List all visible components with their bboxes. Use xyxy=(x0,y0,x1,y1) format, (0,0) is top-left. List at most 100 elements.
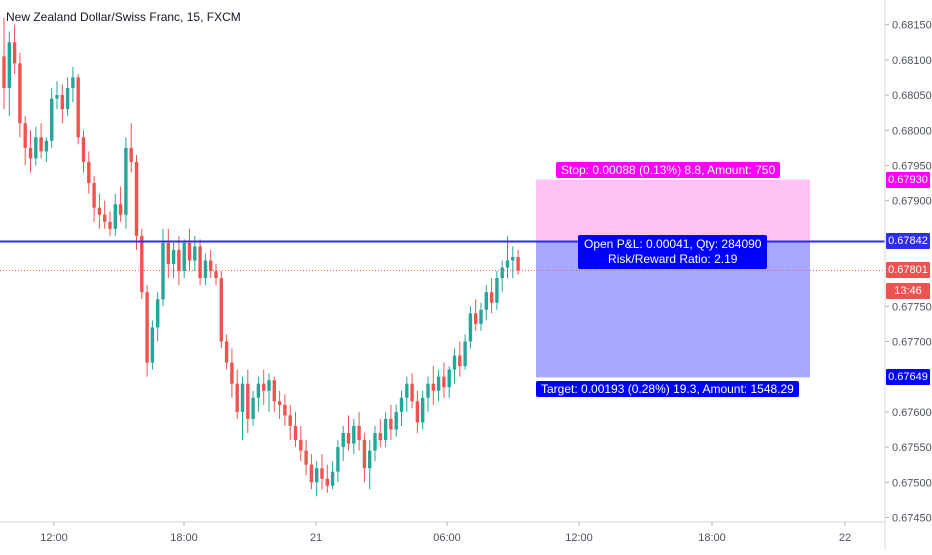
candle xyxy=(177,235,181,286)
candle-body xyxy=(219,278,223,342)
candle xyxy=(7,31,11,117)
candle xyxy=(214,264,218,286)
candle-body xyxy=(240,383,245,412)
y-tick-label: 0.68050 xyxy=(892,90,932,102)
candle xyxy=(267,373,271,412)
candle xyxy=(182,239,186,279)
candle-body xyxy=(76,77,80,138)
candle-body xyxy=(447,369,451,388)
candle xyxy=(18,52,22,138)
candle xyxy=(145,285,149,377)
candle-body xyxy=(272,380,276,402)
candle-body xyxy=(230,362,234,384)
candle xyxy=(368,440,372,490)
candle xyxy=(293,411,298,448)
candle xyxy=(161,228,165,307)
candle xyxy=(28,130,33,173)
candle xyxy=(118,186,123,222)
candle-body xyxy=(251,397,255,419)
risk-reward-line: Risk/Reward Ratio: 2.19 xyxy=(608,252,738,266)
candle-body xyxy=(156,299,160,328)
candle-body xyxy=(277,401,282,405)
candle xyxy=(256,376,261,412)
candle-body xyxy=(71,77,75,89)
candle xyxy=(224,334,229,370)
candle-body xyxy=(129,147,133,162)
candle-body xyxy=(198,246,202,279)
candle-body xyxy=(39,137,43,152)
candle-body xyxy=(315,468,319,483)
candle-body xyxy=(474,313,478,324)
y-tick-label: 0.67500 xyxy=(892,477,932,489)
x-tick-label: 12:00 xyxy=(40,532,68,544)
candle-body xyxy=(452,355,457,370)
candle-body xyxy=(378,432,382,441)
candle xyxy=(81,130,86,173)
candle-body xyxy=(108,221,112,229)
candle-body xyxy=(383,418,388,441)
candle xyxy=(426,376,430,412)
candle xyxy=(336,440,340,483)
candle-body xyxy=(352,425,356,444)
candle xyxy=(44,137,49,162)
candle xyxy=(251,390,255,426)
candle-body xyxy=(203,260,208,279)
candle-body xyxy=(394,411,398,430)
candle xyxy=(209,249,213,279)
candle-body xyxy=(304,450,308,465)
candle-body xyxy=(44,140,49,152)
candle xyxy=(219,271,223,349)
candle-body xyxy=(23,123,27,148)
candle xyxy=(71,66,75,103)
candle-body xyxy=(442,376,446,388)
candle-body xyxy=(193,246,197,261)
candle-body xyxy=(103,214,107,222)
candle-body xyxy=(458,355,462,367)
candle-body xyxy=(463,341,467,367)
candle-body xyxy=(118,204,123,215)
candle xyxy=(383,411,388,448)
candle xyxy=(2,17,6,110)
candle xyxy=(262,369,266,405)
x-tick-label: 21 xyxy=(310,532,322,544)
candle xyxy=(389,404,393,441)
candle xyxy=(474,299,478,331)
candle xyxy=(12,24,17,74)
candle-body xyxy=(145,292,149,363)
candle xyxy=(156,292,160,342)
candle xyxy=(87,151,91,194)
candle-body xyxy=(484,292,488,310)
candle-body xyxy=(60,95,64,110)
candle xyxy=(511,246,515,279)
y-tick-label: 0.68000 xyxy=(892,125,932,137)
candle-body xyxy=(267,380,271,391)
candle-body xyxy=(330,471,335,486)
candle-body xyxy=(134,161,139,236)
target-label: Target: 0.00193 (0.28%) 19.3, Amount: 15… xyxy=(536,381,799,397)
candle xyxy=(129,123,133,173)
candle xyxy=(230,348,234,398)
candle-body xyxy=(97,207,102,215)
y-tick-label: 0.67900 xyxy=(892,196,932,208)
candle xyxy=(34,126,38,166)
candle-body xyxy=(81,137,86,162)
candle xyxy=(468,306,473,349)
candle-body xyxy=(357,425,361,441)
candle-body xyxy=(288,415,292,426)
candle-body xyxy=(500,267,504,279)
candle xyxy=(500,260,504,293)
candle-body xyxy=(246,383,250,419)
candle xyxy=(505,235,510,279)
candle-body xyxy=(124,147,128,215)
stop-price-tag: 0.67930 xyxy=(886,171,930,188)
candle xyxy=(373,425,377,462)
candle-body xyxy=(18,63,22,124)
candle xyxy=(140,228,144,300)
candle xyxy=(352,418,356,455)
pnl-box[interactable]: Open P&L: 0.00041, Qty: 284090 Risk/Rewa… xyxy=(578,235,768,269)
candle-body xyxy=(362,440,367,469)
candle xyxy=(378,418,382,448)
candle xyxy=(357,411,361,451)
